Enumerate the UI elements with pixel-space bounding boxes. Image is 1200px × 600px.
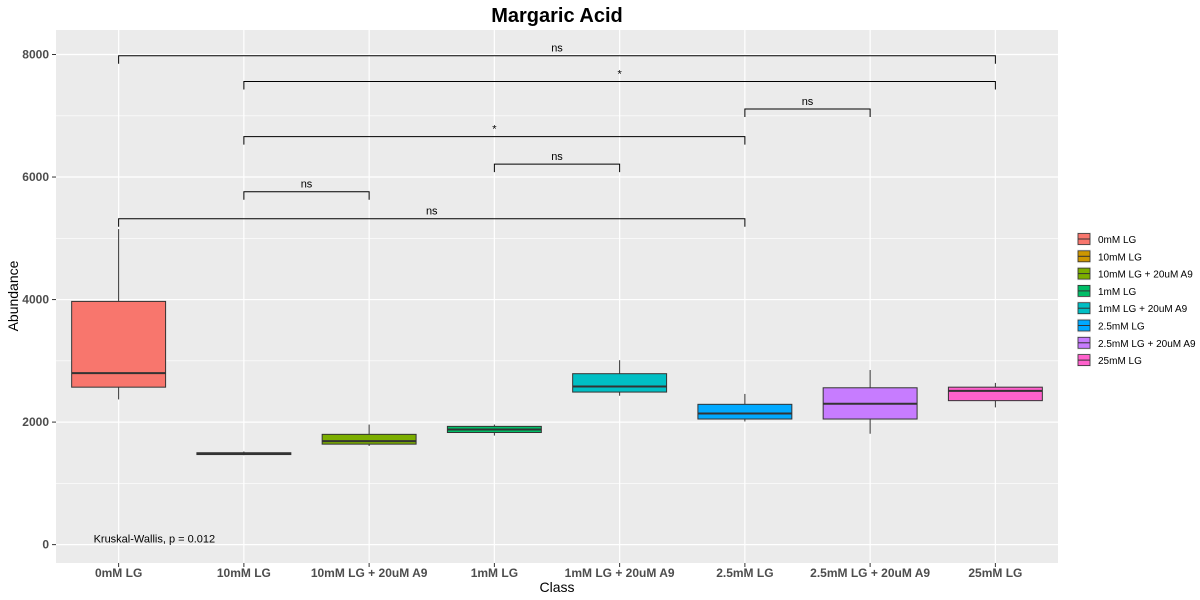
x-tick-label: 2.5mM LG [716,566,773,580]
legend-label: 1mM LG [1098,287,1137,298]
x-tick-label: 10mM LG + 20uM A9 [311,566,428,580]
box-body [572,373,668,393]
box-body [697,403,793,420]
x-tick-label: 1mM LG [471,566,518,580]
legend-item-2: 10mM LG + 20uM A9 [1077,266,1193,281]
comparison-bracket-5: ns [243,179,370,200]
boxes [71,229,1043,456]
box-4 [572,360,668,396]
y-tick-label: 0 [42,538,49,552]
legend-item-5: 2.5mM LG [1077,318,1145,333]
comparison-bracket-1: * [243,68,996,90]
kruskal-wallis-annotation: Kruskal-Wallis, p = 0.012 [94,533,216,545]
y-axis-title: Abundance [5,260,21,331]
legend-item-1: 10mM LG [1077,249,1142,264]
plot-panel [56,30,1058,563]
x-tick-label: 0mM LG [95,566,142,580]
box-body [321,433,417,445]
box-6 [822,370,918,434]
significance-label: ns [551,43,563,55]
x-axis: 0mM LG 10mM LG 10mM LG + 20uM A9 1mM LG 1mM … [95,563,1022,580]
bracket-line [243,191,370,200]
bracket-line [744,108,871,118]
x-tick-label: 2.5mM LG + 20uM A9 [810,566,930,580]
box-body [947,386,1043,402]
box-0 [71,229,167,400]
significance-label: ns [426,206,438,218]
legend-item-6: 2.5mM LG + 20uM A9 [1077,335,1196,350]
legend-label: 10mM LG + 20uM A9 [1098,270,1193,281]
bracket-line [243,136,746,145]
significance-label: ns [802,96,814,108]
comparison-bracket-2: ns [744,96,871,118]
bracket-line [118,55,996,64]
y-tick-label: 2000 [22,415,49,429]
legend-item-0: 0mM LG [1077,232,1137,246]
bracket-line [118,218,746,227]
significance-label: * [617,68,622,80]
bracket-line [493,163,621,173]
legend-label: 0mM LG [1098,235,1137,246]
comparison-bracket-6: ns [118,206,746,227]
x-tick-label: 25mM LG [968,566,1022,580]
significance-label: ns [551,151,563,163]
comparison-bracket-4: ns [493,151,621,173]
box-2 [321,424,417,446]
legend-label: 25mM LG [1098,356,1142,367]
legend-item-3: 1mM LG [1077,283,1137,298]
significance-label: * [492,124,497,136]
significance-label: ns [301,179,313,191]
grid-major [56,30,1058,563]
legend-item-4: 1mM LG + 20uM A9 [1077,301,1188,316]
y-tick-label: 6000 [22,170,49,184]
legend-label: 1mM LG + 20uM A9 [1098,304,1188,315]
legend-label: 2.5mM LG [1098,322,1145,333]
legend-label: 10mM LG [1098,252,1142,263]
box-5 [697,393,793,422]
box-7 [947,382,1043,408]
legend: 0mM LG 10mM LG 10mM LG + 20uM A9 1mM LG 1mM … [1077,232,1196,368]
bracket-line [243,80,996,90]
y-tick-label: 4000 [22,293,49,307]
grid-minor [56,115,1058,484]
box-3 [446,424,542,436]
box-body [71,300,167,388]
x-tick-label: 10mM LG [217,566,271,580]
comparisons: ns * ns * ns ns ns [118,43,996,227]
comparison-bracket-3: * [243,124,746,145]
comparison-bracket-0: ns [118,43,996,64]
x-tick-label: 1mM LG + 20uM A9 [565,566,675,580]
legend-item-7: 25mM LG [1077,353,1142,368]
box-1 [196,451,292,456]
chart-title: Margaric Acid [491,5,623,27]
x-axis-title: Class [539,579,574,595]
y-axis: 0 2000 4000 6000 8000 [22,48,56,552]
legend-label: 2.5mM LG + 20uM A9 [1098,339,1196,350]
y-tick-label: 8000 [22,48,49,62]
